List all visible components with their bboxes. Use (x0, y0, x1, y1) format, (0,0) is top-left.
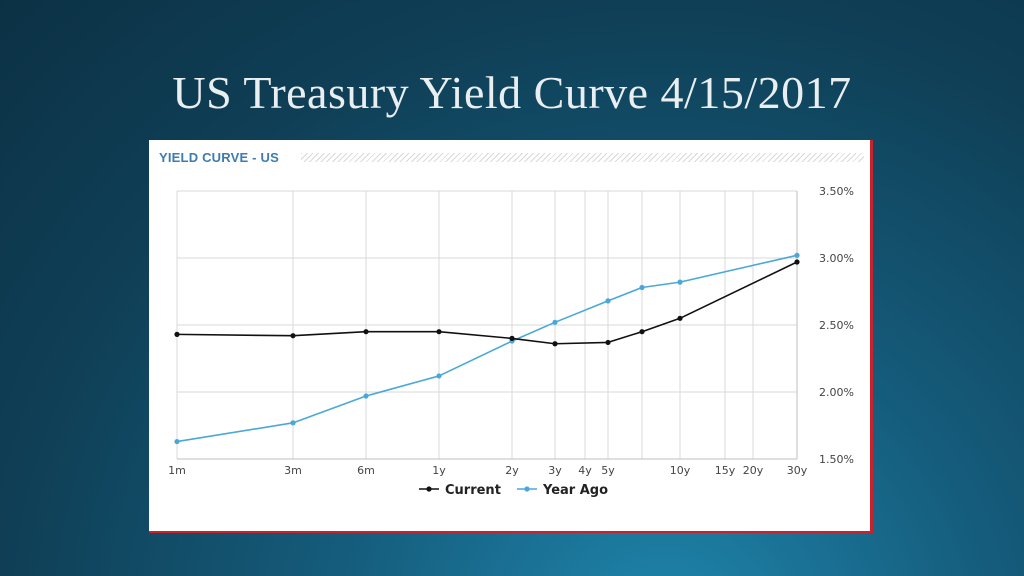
data-point-current (509, 335, 515, 341)
yield-curve-chart: 3.50% 3.00% 2.50% 2.00% 1.50% 1m 3m 6m 1y 2y 3y 4y 5… (168, 185, 854, 498)
data-point-year-ago (174, 438, 180, 445)
x-tick-label: 6m (357, 464, 375, 477)
y-tick-label: 2.50% (819, 319, 854, 332)
x-tick-label: 1m (168, 464, 186, 477)
chart-panel: YIELD CURVE - US 3.50% 3.00% 2.50% 2.00% 1.5… (149, 140, 873, 533)
legend-swatch-marker (524, 486, 530, 492)
slide-title: US Treasury Yield Curve 4/15/2017 (172, 67, 852, 118)
x-tick-label: 3y (548, 464, 562, 477)
data-point-year-ago (552, 319, 558, 325)
y-tick-label: 1.50% (819, 453, 854, 466)
chart-header: YIELD CURVE - US (159, 150, 279, 165)
data-point-current (639, 329, 645, 335)
data-point-current (174, 331, 180, 337)
data-point-year-ago (436, 373, 442, 379)
series-line-year-ago (176, 254, 798, 443)
data-point-current (677, 315, 683, 321)
x-tick-label: 20y (743, 464, 764, 477)
data-point-current (552, 341, 558, 347)
y-tick-label: 3.50% (819, 185, 854, 198)
data-point-current (436, 329, 442, 335)
legend-swatch-marker (426, 486, 432, 492)
data-point-current (290, 333, 296, 339)
x-tick-label: 15y (715, 464, 736, 477)
data-point-year-ago (677, 279, 683, 285)
x-tick-label: 2y (505, 464, 519, 477)
header-hatch-divider (301, 153, 864, 162)
x-tick-label: 10y (670, 464, 691, 477)
data-point-current (794, 259, 800, 265)
x-tick-label: 5y (601, 464, 615, 477)
data-point-current (605, 339, 611, 346)
legend-label: Current (445, 483, 501, 498)
x-tick-label: 4y (578, 464, 592, 477)
data-point-year-ago (605, 298, 611, 304)
data-point-year-ago (363, 393, 369, 399)
data-point-current (363, 329, 369, 335)
x-tick-label: 1y (432, 464, 446, 477)
data-point-year-ago (639, 284, 645, 291)
data-point-year-ago (290, 420, 296, 426)
x-tick-label: 3m (284, 464, 302, 477)
y-tick-label: 2.00% (819, 386, 854, 399)
x-tick-label: 30y (787, 464, 808, 477)
data-point-year-ago (794, 252, 800, 258)
legend-label: Year Ago (542, 483, 608, 498)
y-tick-label: 3.00% (819, 252, 854, 265)
series-line-current (176, 261, 798, 345)
